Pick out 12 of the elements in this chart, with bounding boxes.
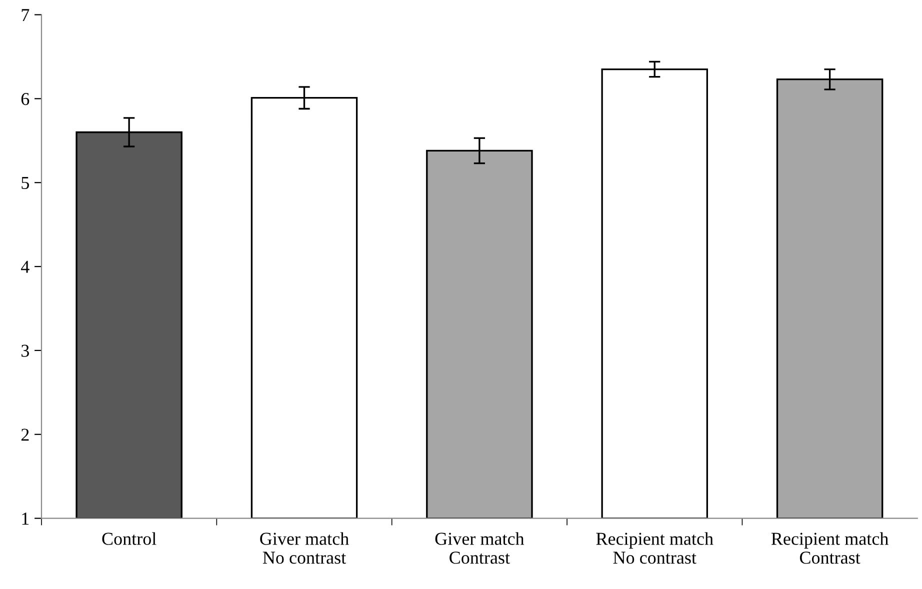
x-tick-label: Recipient match No contrast [596, 532, 714, 564]
y-tick-label: 5 [22, 177, 29, 190]
y-tick-label: 2 [21, 428, 29, 441]
y-tick-label: 7 [22, 9, 30, 21]
y-tick-label: 3 [22, 344, 29, 357]
y-tick-label: 1 [22, 512, 29, 525]
x-tick-label: Control [102, 532, 156, 545]
x-tick-label: Recipient match Contrast [771, 532, 888, 564]
x-tick-label: Giver match No contrast [260, 532, 349, 564]
x-tick-label: Giver match Contrast [435, 532, 524, 564]
y-tick-label: 6 [21, 92, 30, 106]
y-tick-label: 4 [21, 260, 30, 273]
